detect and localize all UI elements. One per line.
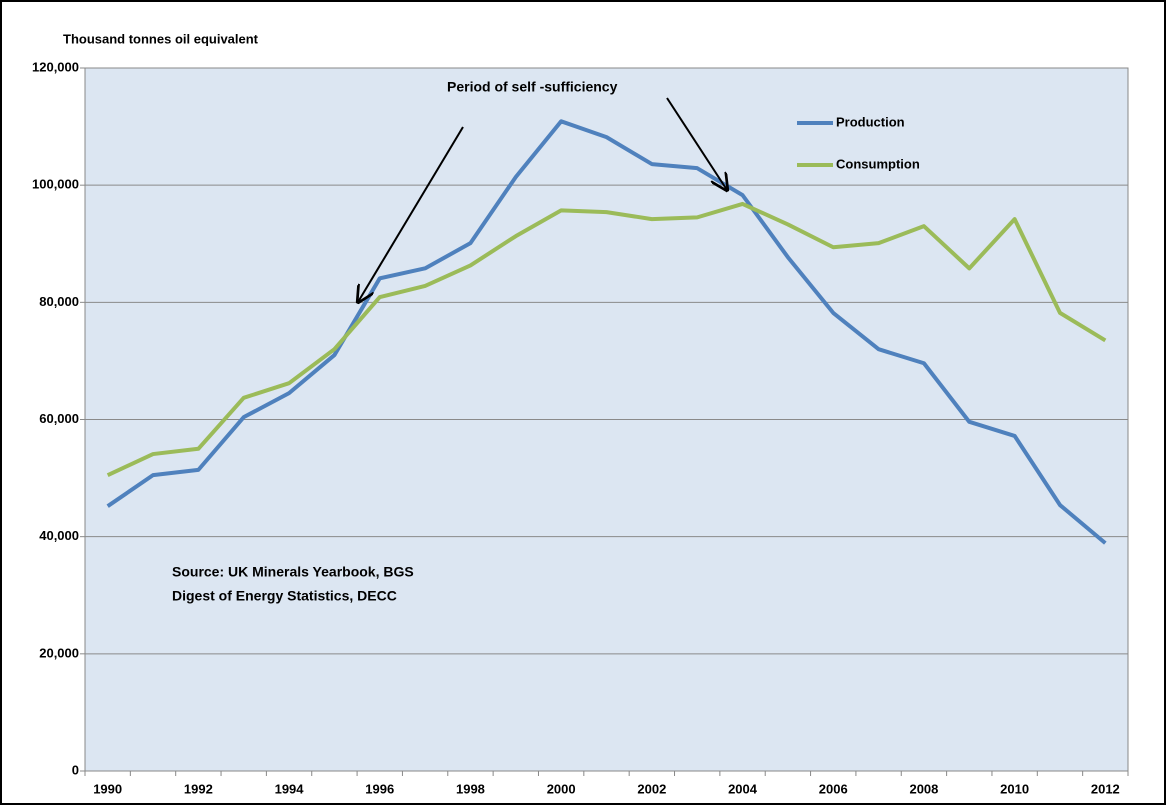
x-tick-label: 2000 — [547, 781, 576, 796]
source-note: Source: UK Minerals Yearbook, BGS — [172, 564, 414, 580]
y-tick-label: 120,000 — [32, 59, 79, 74]
x-tick-label: 2004 — [728, 781, 758, 796]
y-tick-label: 60,000 — [39, 411, 79, 426]
x-tick-label: 2002 — [637, 781, 666, 796]
arrow — [358, 126, 464, 302]
arrow — [666, 97, 727, 190]
y-tick-label: 80,000 — [39, 294, 79, 309]
x-tick-label: 1998 — [456, 781, 485, 796]
y-axis-label: Thousand tonnes oil equivalent — [63, 31, 259, 46]
x-tick-label: 2012 — [1091, 781, 1120, 796]
series-line — [106, 201, 1107, 477]
x-tick-label: 2010 — [1000, 781, 1029, 796]
y-tick-label: 100,000 — [32, 177, 79, 192]
source-note: Digest of Energy Statistics, DECC — [172, 588, 397, 604]
x-tick-label: 1990 — [93, 781, 122, 796]
grid — [80, 67, 1129, 776]
x-tick-label: 2008 — [909, 781, 938, 796]
y-tick-label: 20,000 — [39, 645, 79, 660]
legend-label: Consumption — [836, 156, 920, 171]
y-tick-label: 0 — [72, 762, 79, 777]
x-tick-label: 2006 — [819, 781, 848, 796]
x-tick-label: 1996 — [365, 781, 394, 796]
lines — [106, 119, 1107, 545]
x-tick-label: 1994 — [275, 781, 305, 796]
series-line — [106, 119, 1107, 545]
annotation: Period of self -sufficiency — [447, 79, 618, 95]
y-tick-label: 40,000 — [39, 528, 79, 543]
x-tick-label: 1992 — [184, 781, 213, 796]
legend-label: Production — [836, 114, 905, 129]
